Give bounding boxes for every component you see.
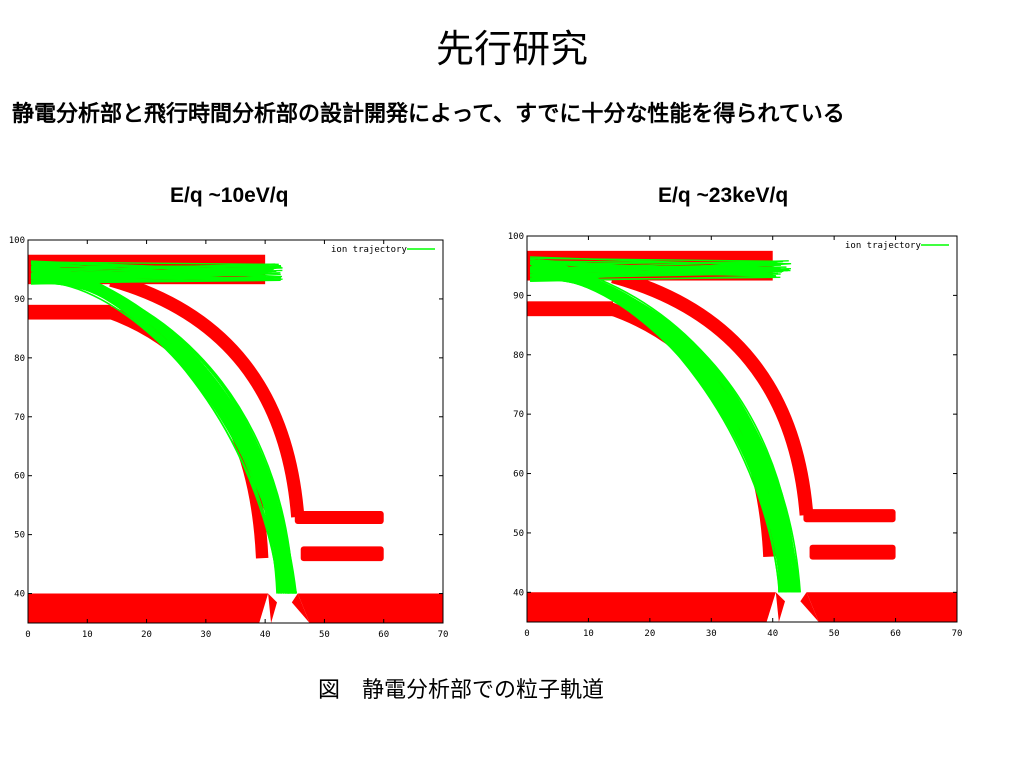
y-tick-label: 100 [9,236,25,246]
y-tick-label: 50 [513,529,524,539]
electrode-lower-entrance-plate [527,301,613,317]
x-tick-label: 30 [706,629,717,639]
electrode-bottom-right [297,593,443,623]
x-tick-label: 0 [25,630,30,640]
x-tick-label: 40 [260,630,271,640]
x-tick-label: 50 [319,630,330,640]
x-tick-label: 50 [829,629,840,639]
y-tick-label: 70 [513,410,524,420]
x-tick-label: 20 [644,629,655,639]
x-tick-label: 10 [82,630,93,640]
ion-trajectory-line [30,279,274,283]
trajectory-plot-low-energy: 0 10 20 30 40 50 60 70 40 50 60 70 80 90 100 ion trajec… [9,236,449,640]
ion-trajectory-line [530,267,781,278]
y-tick-label: 90 [14,295,25,305]
electrode-exit-lower [300,546,384,562]
electrode-bottom-left [527,592,776,622]
x-tick-label: 10 [583,629,594,639]
electrode-exit-upper [294,511,384,525]
y-tick-label: 60 [513,470,524,480]
x-tick-label: 70 [438,630,449,640]
plot-frame [27,239,444,624]
x-tick-label: 30 [200,630,211,640]
y-tick-label: 80 [513,351,524,361]
electrode-lower-entrance-plate [28,304,111,320]
ion-trajectory-bundle [530,256,801,593]
electrode-exit-upper [803,509,896,523]
electrode-slit-edge-left [268,593,277,623]
y-tick-label: 70 [14,413,25,423]
ion-trajectory-line [530,276,781,281]
slide-title: 先行研究 [435,27,588,71]
electrode-bottom-right [806,592,957,622]
x-tick-label: 40 [767,629,778,639]
y-tick-label: 90 [513,291,524,301]
y-tick-label: 50 [14,531,25,541]
electrode-outer-arc [109,273,305,518]
y-tick-label: 80 [14,354,25,364]
ion-trajectory-bundle [30,260,298,594]
ion-trajectory-line [30,263,276,272]
ion-trajectory-line [530,268,790,281]
ion-trajectory-line [530,266,775,277]
y-tick-label: 40 [513,588,524,598]
figure-caption: 図 静電分析部での粒子軌道 [318,678,605,703]
legend-label: ion trajectory [331,245,407,255]
ion-trajectory-line [30,260,275,272]
plot-title-high-energy: E/q ~23keV/q [658,184,789,207]
y-tick-label: 60 [14,472,25,482]
plot-frame [526,235,958,623]
ion-trajectory-line [530,260,782,270]
electrode-exit-lower [809,544,896,560]
ion-trajectory-line [530,264,781,271]
ion-trajectory-line [30,271,269,283]
y-tick-label: 40 [14,590,25,600]
slide-subtitle: 静電分析部と飛行時間分析部の設計開発によって、すでに十分な性能を得られている [12,102,845,127]
x-tick-label: 70 [952,629,963,639]
ion-trajectory-line [30,272,266,279]
electrode-slit-edge-right [800,592,819,622]
electrode-slit-edge-right [291,593,310,623]
x-tick-label: 20 [141,630,152,640]
trajectory-plot-high-energy: 0 10 20 30 40 50 60 70 40 50 60 70 80 90 100 ion trajec… [508,232,963,639]
electrode-outer-arc [611,269,814,516]
electrode-bottom-left [28,593,269,623]
plot-title-low-energy: E/q ~10eV/q [170,184,289,207]
y-tick-label: 100 [508,232,524,242]
x-tick-label: 0 [524,629,529,639]
ion-trajectory-line [32,272,295,594]
ion-trajectory-line [530,256,775,267]
x-tick-label: 60 [890,629,901,639]
x-tick-label: 60 [378,630,389,640]
ion-trajectory-line [532,278,786,593]
legend-label: ion trajectory [845,241,921,251]
electrode-slit-edge-left [775,592,785,622]
